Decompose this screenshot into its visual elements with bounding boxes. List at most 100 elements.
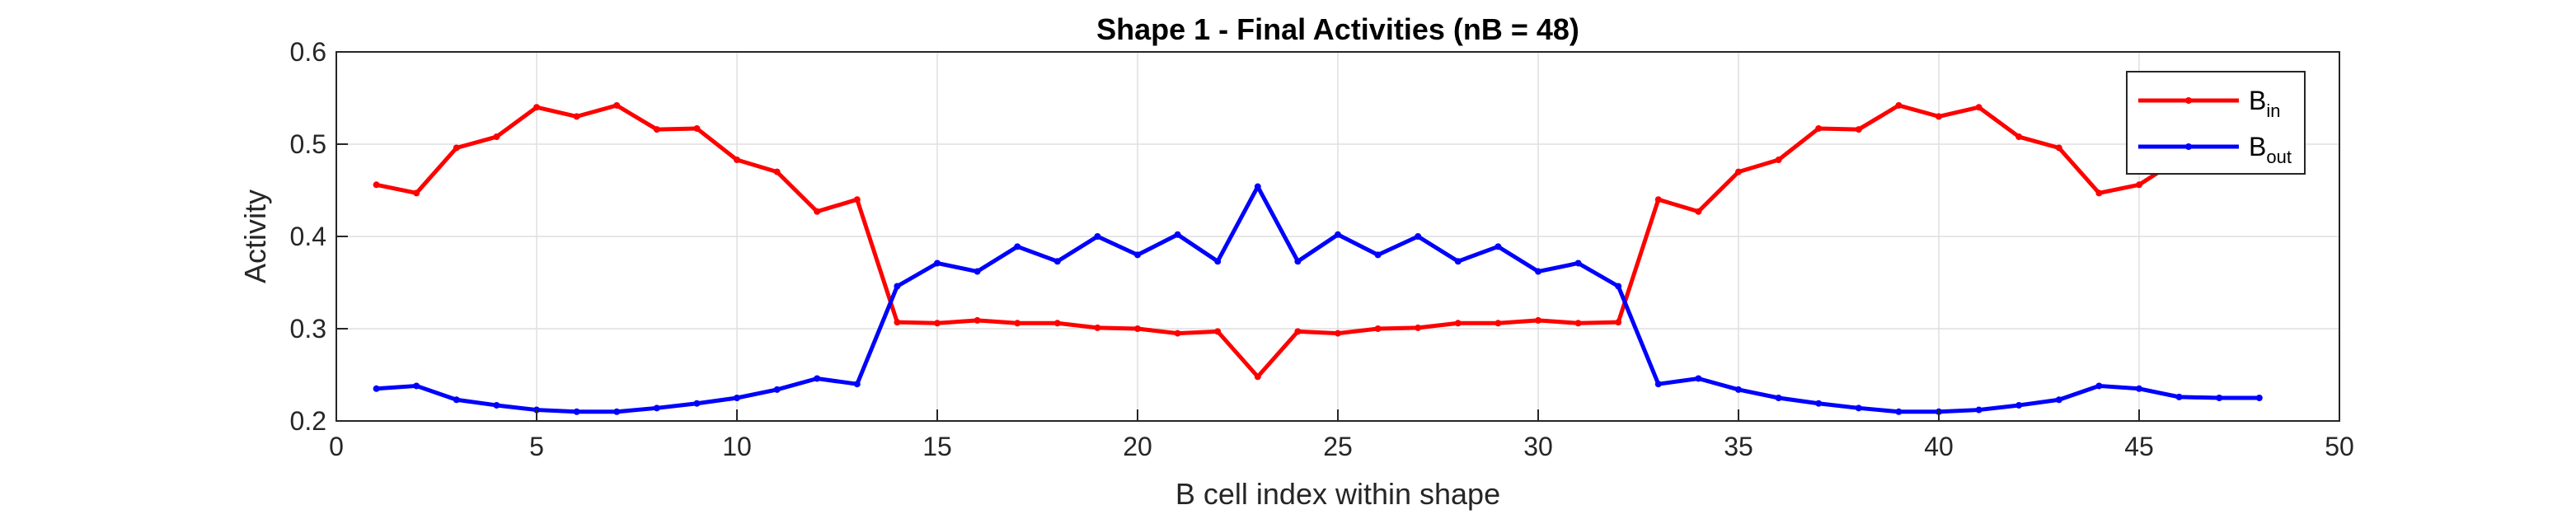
x-tick-label: 10: [722, 432, 752, 461]
legend-item-in[interactable]: Bin: [2138, 86, 2280, 121]
data-point-out: [1654, 381, 1662, 388]
data-point-out: [413, 382, 420, 390]
series-layer: [373, 101, 2263, 415]
legend-item-out[interactable]: Bout: [2138, 132, 2292, 167]
data-point-in: [413, 189, 420, 197]
data-point-out: [1574, 260, 1582, 267]
data-point-in: [2055, 144, 2062, 152]
data-point-out: [613, 408, 621, 415]
data-point-out: [1415, 233, 1422, 240]
data-point-in: [734, 157, 740, 164]
data-point-in: [1695, 208, 1702, 215]
data-point-out: [1094, 233, 1101, 240]
data-point-out: [2136, 385, 2142, 392]
data-point-out: [2175, 393, 2183, 400]
data-point-in: [1735, 168, 1742, 175]
data-point-out: [1775, 395, 1782, 401]
data-point-in: [1775, 157, 1782, 164]
data-point-out: [853, 381, 861, 388]
data-point-in: [373, 181, 380, 189]
y-tick-label: 0.2: [290, 406, 326, 436]
data-point-out: [1855, 404, 1862, 412]
data-point-in: [1254, 373, 1261, 381]
data-point-out: [1815, 400, 1823, 407]
data-point-in: [2015, 133, 2023, 141]
series-in: [373, 101, 2263, 381]
chart-title: Shape 1 - Final Activities (nB = 48): [1096, 12, 1579, 46]
data-point-in: [814, 208, 821, 215]
data-point-out: [1254, 183, 1261, 190]
legend-label-subscript: in: [2266, 101, 2280, 121]
legend-label: Bin: [2249, 86, 2280, 121]
legend-marker: [2185, 143, 2192, 150]
x-tick-label: 20: [1123, 432, 1152, 461]
data-point-out: [2095, 382, 2103, 390]
ticks: 0 5 10 15 20 25 30 35 40 45 50 0.2 0.3 0.4 0.5 0.6: [290, 37, 2354, 461]
data-point-in: [1936, 113, 1942, 120]
data-point-out: [373, 385, 380, 392]
legend-box: [2126, 71, 2306, 175]
data-point-in: [1494, 320, 1502, 327]
data-point-in: [1134, 325, 1141, 332]
data-point-in: [1454, 320, 1462, 327]
data-point-out: [493, 401, 500, 409]
x-tick-label: 15: [922, 432, 952, 461]
data-point-out: [1294, 258, 1302, 265]
data-point-in: [894, 319, 901, 326]
legend-label-main: B: [2249, 132, 2266, 161]
data-point-in: [2095, 189, 2103, 197]
x-tick-label: 25: [1323, 432, 1353, 461]
data-point-in: [1574, 320, 1582, 327]
data-point-in: [493, 133, 500, 141]
data-point-in: [1053, 320, 1061, 327]
y-tick-label: 0.6: [290, 37, 326, 67]
data-point-in: [453, 144, 460, 152]
data-point-out: [1454, 258, 1462, 265]
legend-label: Bout: [2249, 132, 2292, 167]
x-axis-label: B cell index within shape: [1175, 477, 1500, 511]
x-tick-label: 5: [529, 432, 544, 461]
y-tick-label: 0.5: [290, 129, 326, 159]
data-point-in: [853, 196, 861, 203]
data-point-in: [1374, 325, 1382, 332]
data-point-out: [1695, 375, 1702, 382]
x-tick-label: 50: [2325, 432, 2354, 461]
data-point-out: [814, 375, 821, 382]
data-point-in: [693, 124, 701, 132]
data-point-in: [1174, 330, 1181, 337]
data-point-in: [1415, 324, 1422, 331]
data-point-in: [613, 101, 621, 109]
data-point-out: [1214, 258, 1222, 265]
data-point-in: [1335, 330, 1341, 337]
data-point-out: [773, 386, 781, 393]
data-point-in: [974, 316, 981, 324]
data-point-out: [2255, 395, 2263, 401]
data-point-out: [1335, 231, 1341, 238]
data-point-out: [974, 268, 981, 275]
data-point-out: [894, 283, 901, 290]
data-point-out: [2055, 396, 2062, 404]
data-point-in: [2136, 181, 2142, 189]
data-point-out: [1975, 406, 1982, 414]
legend-marker: [2185, 97, 2192, 104]
x-tick-label: 0: [329, 432, 344, 461]
legend-label-main: B: [2249, 86, 2266, 115]
data-point-in: [1815, 124, 1823, 132]
data-point-out: [2216, 395, 2223, 401]
y-tick-label: 0.4: [290, 222, 326, 251]
data-point-in: [573, 113, 580, 120]
data-point-in: [1615, 319, 1622, 326]
data-point-out: [653, 404, 660, 412]
legend-label-subscript: out: [2266, 147, 2292, 167]
y-axis-label: Activity: [238, 189, 272, 283]
data-point-in: [1214, 328, 1222, 335]
data-point-in: [1094, 324, 1101, 331]
x-tick-label: 30: [1523, 432, 1553, 461]
data-point-out: [1535, 268, 1541, 275]
data-point-out: [1374, 251, 1382, 259]
data-point-in: [1535, 316, 1541, 324]
data-point-out: [934, 260, 941, 267]
